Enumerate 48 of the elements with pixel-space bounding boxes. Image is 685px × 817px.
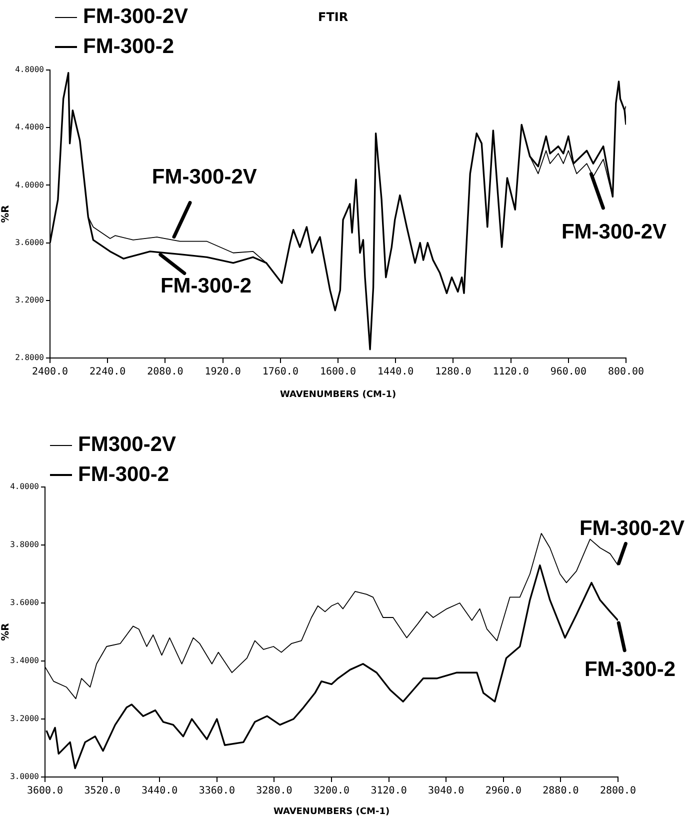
legend-label: FM-300-2V bbox=[83, 4, 188, 30]
x-tick-label: 2800.0 bbox=[600, 786, 636, 797]
annotation: FM-300-2V bbox=[579, 517, 685, 540]
y-tick-label: 4.8000 bbox=[15, 65, 44, 74]
legend-label: FM-300-2 bbox=[78, 462, 170, 488]
x-tick-label: 3200.0 bbox=[313, 786, 350, 797]
y-tick-label: 3.6000 bbox=[15, 238, 44, 247]
x-tick-label: 3280.0 bbox=[256, 786, 292, 797]
x-tick-label: 3520.0 bbox=[84, 786, 120, 797]
legend-label: FM-300-2 bbox=[83, 34, 174, 60]
y-axis-title: %R bbox=[0, 204, 12, 223]
y-tick-label: 3.4000 bbox=[10, 656, 40, 666]
x-tick-label: 1120.0 bbox=[492, 366, 529, 378]
x-tick-label: 960.00 bbox=[550, 366, 586, 378]
annotation: FM-300-2 bbox=[160, 274, 252, 298]
y-tick-label: 4.0000 bbox=[10, 482, 40, 492]
y-axis-title: %R bbox=[0, 622, 12, 641]
y-tick-label: 4.0000 bbox=[15, 180, 44, 190]
y-tick-label: 3.2000 bbox=[15, 295, 44, 304]
y-tick-label: 3.8000 bbox=[10, 540, 40, 550]
x-tick-label: 1920.0 bbox=[204, 366, 241, 378]
x-tick-label: 2880.0 bbox=[542, 786, 579, 797]
x-tick-label: 3360.0 bbox=[198, 786, 235, 797]
legend-label: FM300-2V bbox=[78, 432, 176, 458]
annotation: FM-300-2V bbox=[561, 220, 667, 244]
y-tick-label: 3.0000 bbox=[10, 772, 40, 782]
x-tick-label: 3040.0 bbox=[428, 786, 464, 797]
x-tick-label: 2400.0 bbox=[32, 366, 68, 378]
y-tick-label: 3.6000 bbox=[10, 598, 40, 608]
y-tick-label: 2.8000 bbox=[15, 353, 44, 362]
annotation: FM-300-2V bbox=[152, 166, 257, 189]
x-tick-label: 3120.0 bbox=[370, 786, 407, 797]
x-tick-label: 800.00 bbox=[608, 366, 644, 378]
x-tick-label: 2240.0 bbox=[90, 366, 126, 378]
x-axis-title: WAVENUMBERS (CM-1) bbox=[280, 390, 396, 400]
y-tick-label: 3.2000 bbox=[10, 714, 40, 724]
x-axis-title: WAVENUMBERS (CM-1) bbox=[273, 806, 390, 817]
x-tick-label: 1600.0 bbox=[320, 366, 356, 378]
x-tick-label: 3440.0 bbox=[142, 786, 178, 797]
y-tick-label: 4.4000 bbox=[15, 122, 44, 132]
x-tick-label: 2080.0 bbox=[147, 366, 184, 378]
annotation: FM-300-2 bbox=[584, 658, 676, 682]
x-tick-label: 1440.0 bbox=[378, 366, 414, 378]
x-tick-label: 2960.0 bbox=[485, 786, 522, 797]
chart-title: FTIR bbox=[318, 10, 348, 24]
x-tick-label: 3600.0 bbox=[26, 786, 64, 797]
x-tick-label: 1280.0 bbox=[435, 366, 472, 378]
x-tick-label: 1760.0 bbox=[262, 366, 298, 378]
